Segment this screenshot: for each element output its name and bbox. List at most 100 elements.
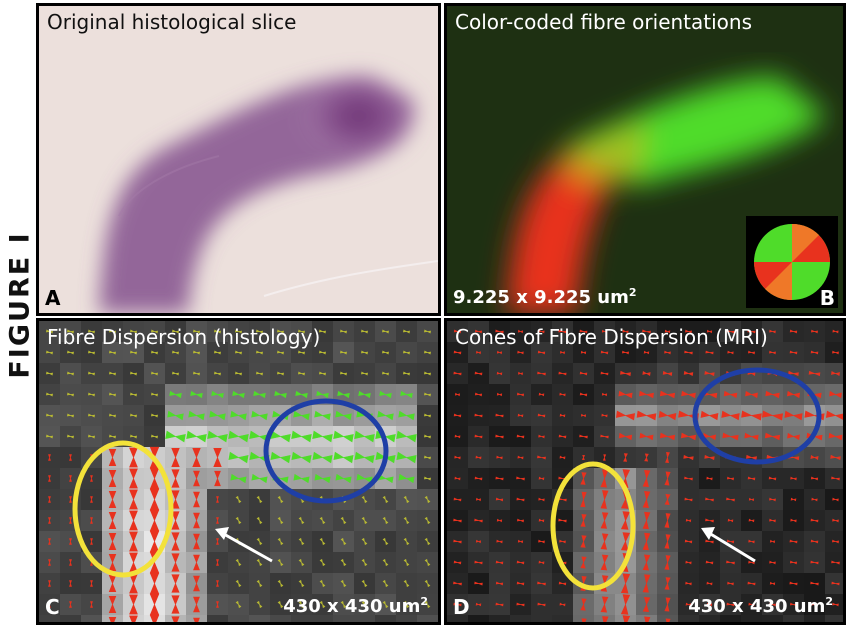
dispersion-glyph — [454, 476, 461, 481]
dispersion-glyph — [580, 598, 587, 611]
dispersion-glyph — [769, 539, 776, 544]
dispersion-glyph — [747, 476, 756, 481]
dispersion-glyph — [664, 494, 671, 505]
panel-c-scale: 430 x 430 um2 — [283, 595, 428, 617]
dispersion-glyph — [216, 517, 219, 524]
dispersion-glyph — [130, 413, 137, 418]
dispersion-glyph — [403, 537, 410, 546]
dispersion-glyph — [88, 413, 95, 418]
dispersion-glyph — [340, 558, 347, 567]
dispersion-glyph — [685, 518, 692, 523]
dispersion-glyph — [403, 600, 410, 609]
dispersion-glyph — [298, 558, 305, 567]
dispersion-glyph — [600, 616, 609, 622]
grid-tile — [510, 615, 531, 622]
dispersion-glyph — [642, 371, 651, 376]
dispersion-glyph — [382, 495, 389, 504]
dispersion-glyph — [579, 371, 588, 376]
dispersion-glyph — [474, 371, 483, 376]
grid-tile — [720, 615, 741, 622]
dispersion-glyph — [361, 537, 368, 546]
dispersion-glyph — [48, 538, 51, 545]
dispersion-glyph — [453, 350, 462, 355]
dispersion-glyph — [396, 430, 417, 443]
dispersion-glyph — [149, 572, 160, 595]
dispersion-glyph — [69, 538, 72, 545]
dispersion-glyph — [789, 581, 798, 586]
dispersion-glyph — [664, 329, 671, 334]
dispersion-glyph — [130, 371, 137, 376]
dispersion-glyph — [149, 509, 160, 532]
dispersion-glyph — [764, 432, 781, 441]
dispersion-glyph — [358, 390, 371, 399]
dispersion-glyph — [193, 329, 200, 334]
dispersion-glyph — [235, 558, 242, 567]
dispersion-glyph — [559, 392, 566, 397]
dispersion-glyph — [186, 430, 207, 443]
dispersion-glyph — [382, 537, 389, 546]
dispersion-glyph — [403, 371, 410, 376]
dispersion-glyph — [424, 537, 431, 546]
dispersion-glyph — [361, 558, 368, 567]
dispersion-glyph — [681, 390, 696, 399]
dispersion-glyph — [580, 413, 587, 418]
dispersion-glyph — [171, 469, 180, 488]
arrow-line — [708, 531, 756, 563]
dispersion-glyph — [789, 560, 798, 565]
dispersion-glyph — [403, 495, 410, 504]
dispersion-glyph — [214, 329, 221, 334]
grid-tile — [573, 615, 594, 622]
dispersion-glyph — [424, 413, 431, 418]
dispersion-glyph — [403, 558, 410, 567]
dispersion-glyph — [151, 413, 158, 418]
dispersion-glyph — [832, 350, 839, 355]
grid-tile — [447, 615, 468, 622]
dispersion-glyph — [403, 329, 410, 334]
dispersion-glyph — [193, 617, 200, 622]
dispersion-glyph — [495, 476, 504, 481]
dispersion-glyph — [662, 370, 673, 377]
dispersion-glyph — [706, 476, 713, 481]
dispersion-glyph — [496, 350, 503, 355]
dispersion-glyph — [340, 350, 347, 355]
dispersion-glyph — [232, 390, 245, 399]
dispersion-glyph — [829, 390, 842, 399]
dispersion-glyph — [769, 329, 776, 334]
dispersion-glyph — [277, 558, 284, 567]
dispersion-glyph — [149, 467, 160, 490]
dispersion-glyph — [340, 537, 347, 546]
dispersion-glyph — [706, 581, 713, 586]
dispersion-glyph — [474, 392, 483, 397]
dispersion-glyph — [108, 470, 117, 487]
dispersion-glyph — [831, 560, 840, 565]
dispersion-glyph — [706, 329, 713, 334]
dispersion-glyph — [600, 434, 609, 439]
dispersion-glyph — [277, 537, 284, 546]
dispersion-glyph — [810, 581, 819, 586]
dispersion-glyph — [475, 455, 482, 460]
dispersion-glyph — [193, 350, 200, 355]
dispersion-glyph — [424, 392, 431, 397]
dispersion-glyph — [664, 577, 671, 590]
dispersion-glyph — [382, 579, 389, 588]
dispersion-glyph — [277, 516, 284, 525]
dispersion-glyph — [361, 371, 368, 376]
dispersion-glyph — [475, 539, 482, 544]
dispersion-glyph — [705, 539, 714, 544]
dispersion-glyph — [46, 413, 53, 418]
dispersion-glyph — [171, 511, 180, 530]
dispersion-glyph — [424, 476, 431, 481]
dispersion-glyph — [789, 329, 798, 334]
dispersion-glyph — [495, 581, 504, 586]
dispersion-glyph — [622, 329, 629, 334]
panel-c-letter: C — [45, 595, 60, 619]
dispersion-glyph — [46, 350, 53, 355]
dispersion-glyph — [361, 579, 368, 588]
dispersion-glyph — [256, 537, 263, 546]
dispersion-glyph — [256, 600, 263, 609]
dispersion-glyph — [580, 535, 587, 548]
dispersion-histology-image — [39, 321, 438, 622]
dispersion-glyph — [723, 390, 738, 399]
dispersion-glyph — [474, 476, 483, 481]
dispersion-glyph — [705, 518, 714, 523]
